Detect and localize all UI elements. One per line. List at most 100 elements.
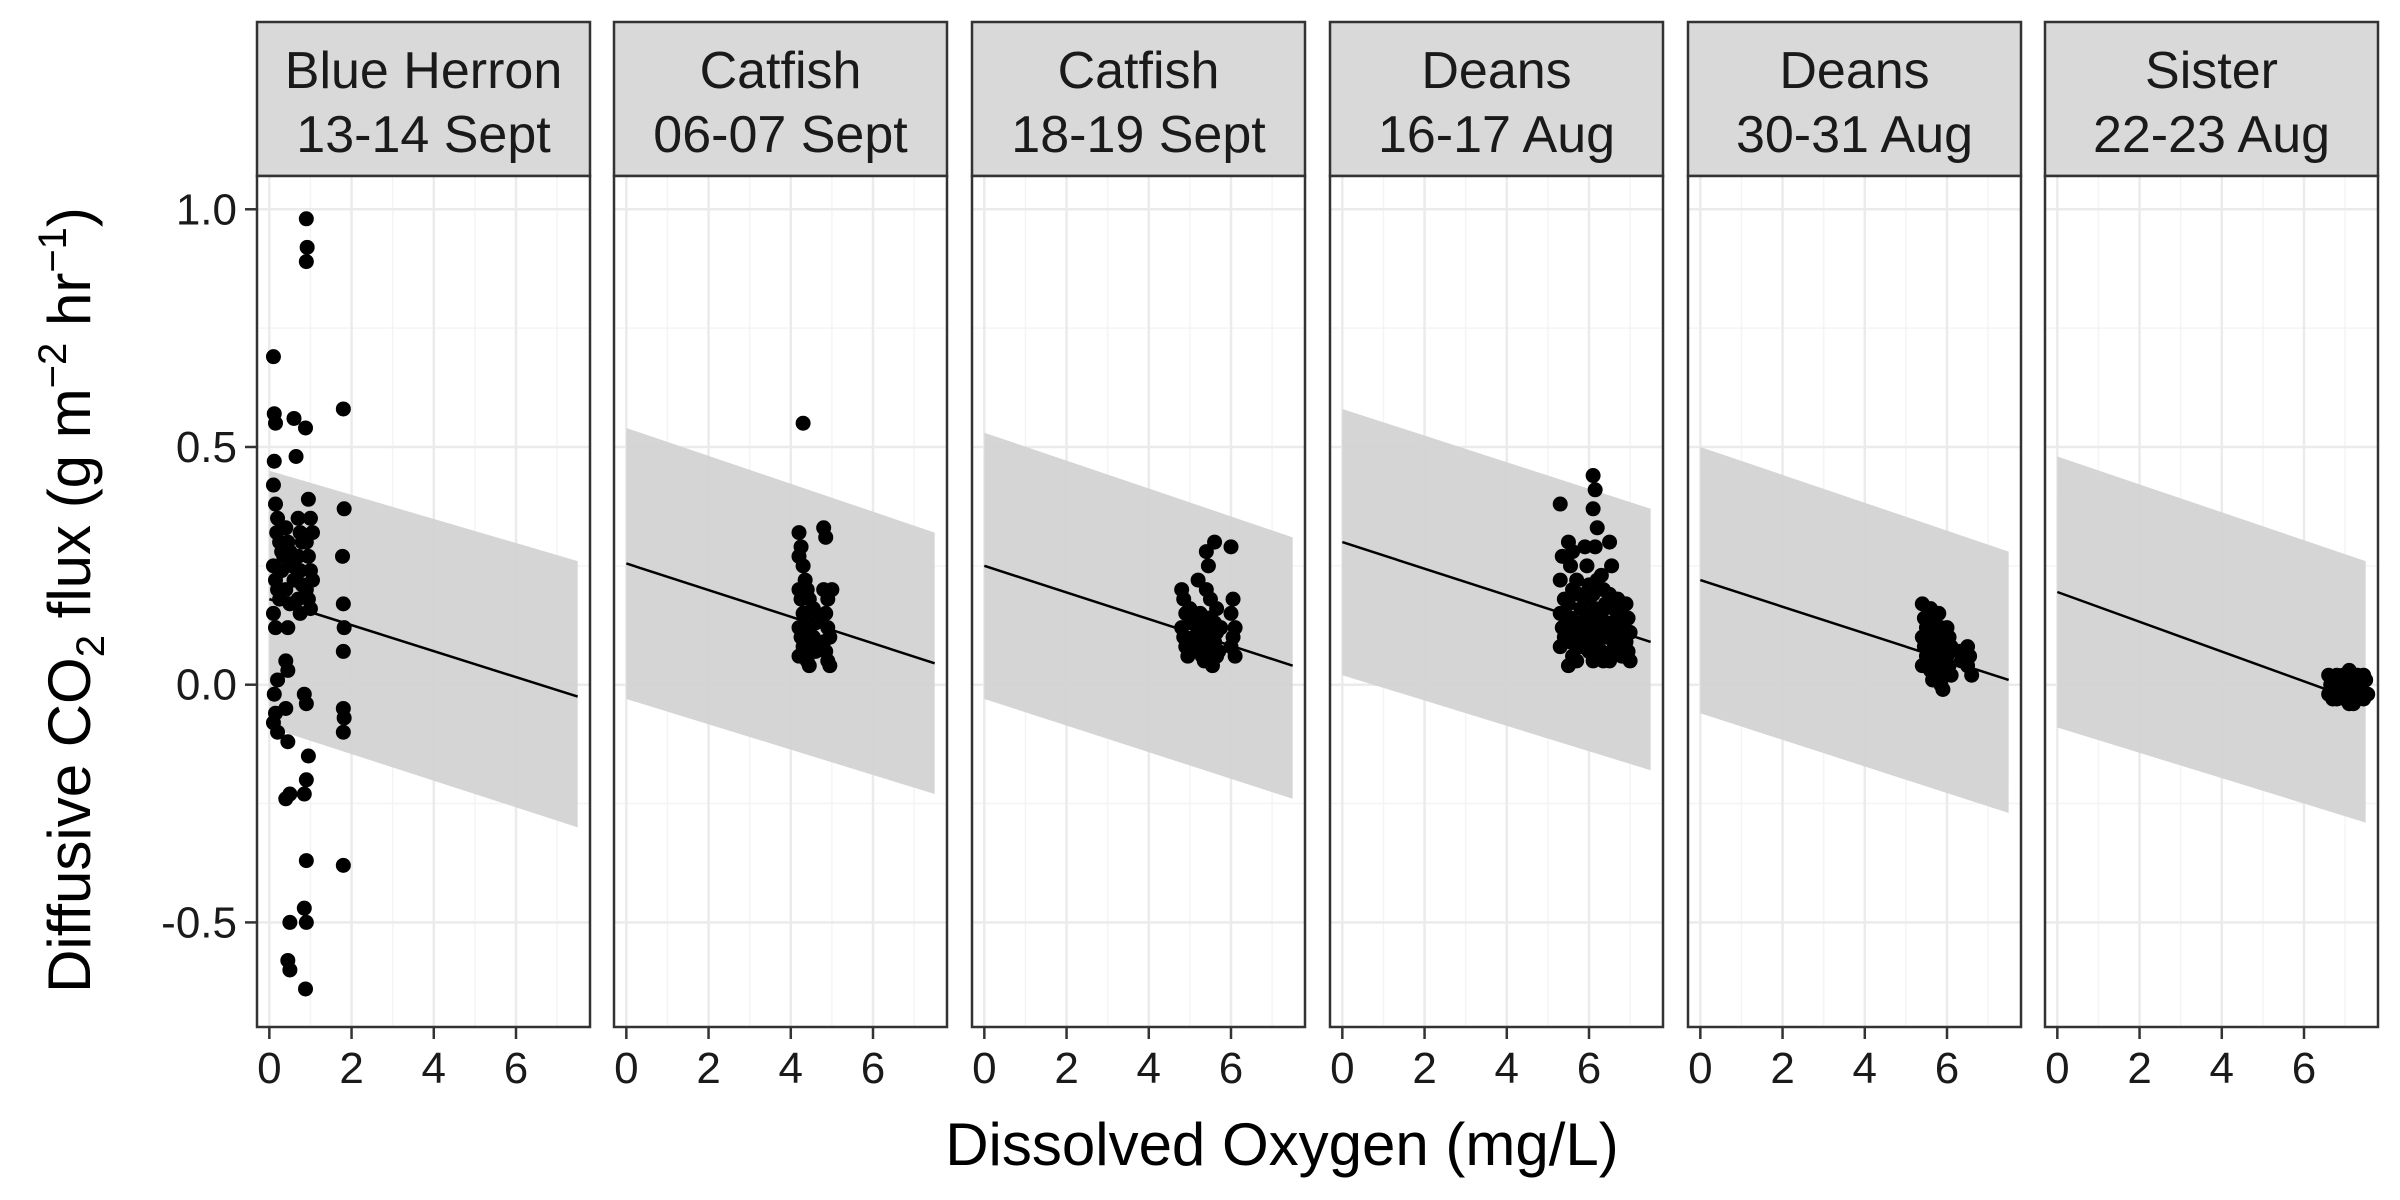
data-point xyxy=(1552,572,1568,588)
strip-label-site: Blue Herron xyxy=(285,42,562,100)
y-axis-title-sub: 2 xyxy=(69,635,113,657)
data-point xyxy=(791,525,807,541)
x-tick-label: 2 xyxy=(1770,1044,1794,1093)
data-point xyxy=(300,548,316,564)
strip-label-site: Catfish xyxy=(700,42,862,100)
data-point xyxy=(822,658,838,674)
strip-label-dates: 22-23 Aug xyxy=(2093,106,2330,164)
data-point xyxy=(1585,501,1601,517)
x-tick-label: 2 xyxy=(1412,1044,1436,1093)
data-point xyxy=(1620,610,1636,626)
regression-line xyxy=(1699,578,2010,682)
x-tick-label: 0 xyxy=(1688,1044,1712,1093)
data-point xyxy=(280,620,296,636)
data-point xyxy=(814,610,830,626)
data-point xyxy=(298,211,314,227)
data-points xyxy=(1552,468,1638,674)
confidence-ribbon xyxy=(2057,456,2366,823)
regression-line xyxy=(2056,590,2367,705)
y-tick-label: 0.0 xyxy=(176,661,237,710)
data-point xyxy=(335,643,351,659)
data-point xyxy=(1209,648,1225,664)
strip-background xyxy=(612,20,949,178)
x-tick-label: 6 xyxy=(1935,1044,1959,1093)
data-point xyxy=(335,724,351,740)
panels-layer: Blue Herron 13-14 Sept 0 2 4 6 Catfish 06-07 Se… xyxy=(255,20,2380,1093)
data-point xyxy=(290,548,306,564)
data-point xyxy=(296,786,312,802)
strip-background xyxy=(2043,20,2380,178)
data-point xyxy=(2356,667,2372,683)
data-point xyxy=(298,914,314,930)
data-point xyxy=(2325,691,2341,707)
data-point xyxy=(336,501,352,517)
strip-label-dates: 06-07 Sept xyxy=(653,106,908,164)
data-point xyxy=(1593,567,1609,583)
data-point xyxy=(299,239,315,255)
x-tick-label: 2 xyxy=(2127,1044,2151,1093)
data-point xyxy=(1569,653,1585,669)
strip-background xyxy=(1328,20,1665,178)
data-point xyxy=(1207,534,1223,550)
data-points xyxy=(1914,596,1980,697)
data-point xyxy=(2360,686,2376,702)
y-axis: 1.0 0.5 0.0 -0.5 xyxy=(161,185,257,947)
data-point xyxy=(1618,596,1634,612)
regression-line xyxy=(1341,540,1652,644)
data-point xyxy=(335,401,351,417)
x-tick-label: 4 xyxy=(2210,1044,2234,1093)
data-point xyxy=(298,420,314,436)
data-points xyxy=(1174,534,1243,674)
x-tick-label: 0 xyxy=(257,1044,281,1093)
data-point xyxy=(266,453,282,469)
x-tick-label: 4 xyxy=(1853,1044,1877,1093)
data-points xyxy=(2321,662,2376,712)
data-point xyxy=(824,582,840,598)
data-point xyxy=(1577,539,1593,555)
x-tick-label: 2 xyxy=(1054,1044,1078,1093)
data-point xyxy=(1569,572,1585,588)
data-point xyxy=(268,620,283,636)
data-point xyxy=(268,415,283,431)
y-axis-title-main: Diffusive CO xyxy=(36,657,103,993)
data-point xyxy=(296,900,312,916)
x-tick-label: 6 xyxy=(1577,1044,1601,1093)
data-point xyxy=(1200,558,1216,574)
data-point xyxy=(270,724,286,740)
regression-line xyxy=(983,564,1294,667)
data-point xyxy=(1931,605,1947,621)
data-point xyxy=(1227,648,1243,664)
x-tick-label: 4 xyxy=(1137,1044,1161,1093)
data-point xyxy=(1589,520,1605,536)
strip-label-dates: 16-17 Aug xyxy=(1378,106,1615,164)
data-point xyxy=(1585,468,1601,484)
panel-4: Deans 16-17 Aug 0 2 4 6 xyxy=(1328,20,1665,1093)
data-point xyxy=(1602,534,1618,550)
x-tick-label: 2 xyxy=(339,1044,363,1093)
strip-label-dates: 30-31 Aug xyxy=(1736,106,1973,164)
panel-border xyxy=(1328,174,1665,1029)
x-tick-label: 6 xyxy=(504,1044,528,1093)
y-axis-title: Diffusive CO2 flux (g m−2 hr−1) xyxy=(31,207,113,993)
data-point xyxy=(2333,672,2349,688)
strip-background xyxy=(970,20,1307,178)
data-point xyxy=(278,520,294,536)
data-point xyxy=(265,605,281,621)
data-point xyxy=(1552,496,1568,512)
y-axis-title-sup2: −1 xyxy=(31,227,75,273)
regression-line xyxy=(625,562,936,665)
y-axis-title-end: ) xyxy=(36,207,103,227)
panel-3: Catfish 18-19 Sept 0 2 4 6 xyxy=(970,20,1307,1093)
data-point xyxy=(1587,482,1603,498)
confidence-ribbon xyxy=(1342,408,1651,771)
y-axis-title-mid2: hr xyxy=(36,273,103,343)
data-point xyxy=(1209,601,1225,617)
y-axis-title-sup1: −2 xyxy=(31,343,75,389)
data-point xyxy=(335,857,351,873)
data-point xyxy=(266,686,282,702)
data-point xyxy=(282,914,298,930)
y-tick-label: 0.5 xyxy=(176,423,237,472)
data-point xyxy=(801,658,817,674)
strip-label-site: Deans xyxy=(1779,42,1929,100)
